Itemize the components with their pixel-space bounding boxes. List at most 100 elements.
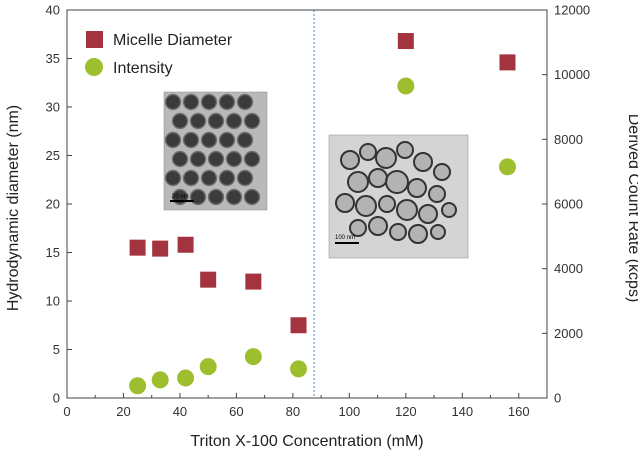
tem-vesicle [441,202,457,218]
tem-particle [236,131,254,149]
intensity-point [177,369,195,387]
tem-vesicle [407,178,427,198]
x-tick-label: 160 [508,404,530,419]
y-tick-label: 0 [53,391,60,406]
y-axis-title: Hydrodynamic diameter (nm) [5,105,22,311]
tem-vesicle [433,163,451,181]
x-tick-label: 0 [63,404,70,419]
tem-particle [171,150,189,168]
tem-particle [218,131,236,149]
y-tick-label: 30 [46,100,60,115]
tem-vesicle [418,204,438,224]
tem-vesicle [335,193,355,213]
y-tick-label: 40 [46,3,60,18]
tem-vesicle [396,199,418,221]
tem-particle [218,93,236,111]
tem-particle [164,131,182,149]
micelle-diameter-point [290,317,307,334]
tem-vesicle [396,141,414,159]
tem-particle [236,169,254,187]
tem-particle [164,93,182,111]
x-tick-label: 20 [116,404,130,419]
x-axis-title: Triton X-100 Concentration (mM) [190,433,423,450]
tem-particle [164,169,182,187]
tem-vesicle [408,224,428,244]
tem-particle [243,112,261,130]
tem-vesicle [349,219,367,237]
tem-vesicle [368,216,388,236]
legend-square-marker [86,31,103,48]
x-tick-label: 40 [173,404,187,419]
intensity-point [244,348,262,366]
axes: 0 20 40 60 80 100 120 140 160 0 5 10 15 20 25 30 35 40 0 20… [46,3,591,420]
tem-particle [189,188,207,206]
tem-vesicle [355,195,377,217]
y-tick-label: 35 [46,51,60,66]
x-tick-label: 60 [229,404,243,419]
x-tick-label: 80 [286,404,300,419]
y2-tick-label: 8000 [554,132,583,147]
micelle-diameter-point [245,273,262,290]
tem-particle [243,150,261,168]
tem-particle [171,112,189,130]
y2-axis-title: Derived Count Rate (kcps) [625,114,638,303]
x-tick-label: 140 [451,404,473,419]
y2-tick-label: 4000 [554,261,583,276]
tem-vesicle [359,143,377,161]
legend-label-intensity: Intensity [113,60,173,77]
tem-vesicle [378,195,396,213]
micelle-diameter-point [499,54,516,71]
y-tick-label: 10 [46,294,60,309]
tem-particle [225,188,243,206]
tem-particle [207,150,225,168]
tem-vesicle [340,150,360,170]
y2-tick-label: 0 [554,391,561,406]
intensity-point [498,158,516,176]
tem-particle [200,169,218,187]
tem-particle [182,131,200,149]
tem-vesicle [385,170,409,194]
tem-particle [182,93,200,111]
y2-tick-label: 12000 [554,3,590,18]
micelle-diameter-point [129,239,146,256]
tem-particle [207,188,225,206]
scale-bar-label-right: 100 nm [335,235,355,241]
x-tick-label: 120 [395,404,417,419]
tem-vesicle [368,168,388,188]
tem-vesicle [413,152,433,172]
intensity-point [129,377,147,395]
tem-particle [225,150,243,168]
micelle-diameter-point [177,236,194,253]
tem-particle [182,169,200,187]
tem-particle [207,112,225,130]
intensity-point [290,360,308,378]
intensity-point [397,77,415,95]
y2-tick-label: 10000 [554,67,590,82]
y-tick-label: 20 [46,197,60,212]
data-marks [129,33,516,395]
x-tick-label: 100 [339,404,361,419]
legend-label-micelle-diameter: Micelle Diameter [113,32,233,49]
tem-particle [200,93,218,111]
tem-vesicle [375,147,397,169]
y2-tick-label: 2000 [554,326,583,341]
tem-insets: 20 nm 100 nm [163,91,469,259]
tem-vesicle [430,224,446,240]
tem-particle [189,150,207,168]
legend: Micelle Diameter Intensity [85,31,233,77]
tem-particle [225,112,243,130]
y-tick-label: 5 [53,342,60,357]
micelle-diameter-point [200,271,217,288]
tem-particle [243,188,261,206]
tem-particle [189,112,207,130]
tem-vesicle [389,223,407,241]
micelle-diameter-point [397,33,414,50]
y-tick-label: 25 [46,148,60,163]
intensity-point [151,371,169,389]
y2-tick-label: 6000 [554,197,583,212]
tem-vesicle [347,171,369,193]
scale-bar-label-left: 20 nm [172,194,189,200]
tem-particle [236,93,254,111]
tem-vesicle [428,185,446,203]
